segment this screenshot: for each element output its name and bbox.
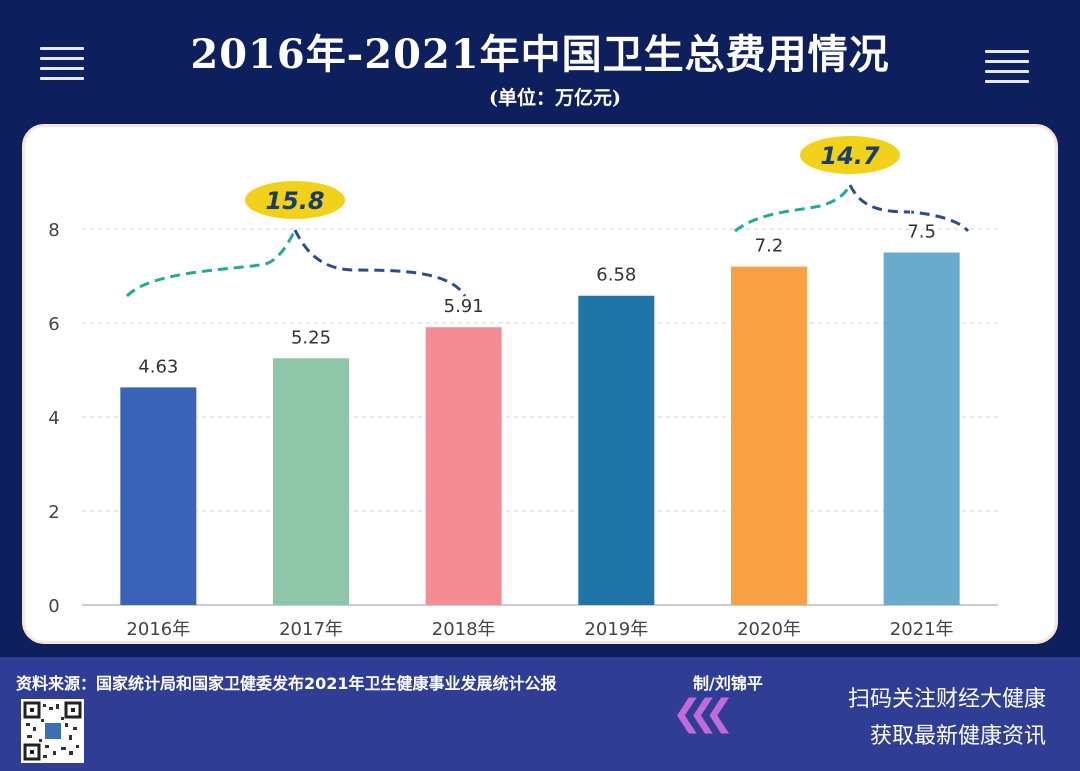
annotation-label: 14.7 [820, 142, 880, 170]
menu-line [985, 50, 1029, 53]
x-tick-label: 2020年 [737, 619, 801, 640]
bar-2021年 [883, 252, 960, 605]
source-text: 资料来源：国家统计局和国家卫健委发布2021年卫生健康事业发展统计公报 [16, 674, 557, 693]
author-text: 制/刘锦平 [693, 674, 763, 693]
y-tick-label: 8 [48, 220, 59, 241]
annotation-badge [245, 181, 345, 219]
data-label: 5.25 [291, 327, 331, 348]
y-tick-label: 6 [48, 314, 59, 335]
data-label: 5.91 [444, 296, 484, 317]
chevrons-left-icon: ❮❮❮ [672, 693, 734, 734]
qr-code-icon [21, 699, 84, 763]
unit-subtitle: (单位：万亿元) [489, 87, 621, 109]
data-label: 7.5 [907, 222, 936, 243]
y-tick-label: 2 [48, 502, 59, 523]
menu-icon-right [985, 50, 1029, 84]
brace-right-14.7 [848, 184, 970, 233]
menu-line [40, 57, 84, 60]
x-tick-label: 2019年 [584, 619, 648, 640]
bar-2016年 [120, 387, 197, 605]
y-tick-label: 0 [48, 596, 59, 617]
bar-2017年 [273, 358, 349, 605]
menu-icon-left [40, 47, 84, 81]
menu-line [40, 67, 84, 70]
bar-2019年 [578, 295, 655, 605]
brace-left-15.8 [125, 229, 297, 298]
data-label: 4.63 [138, 356, 178, 377]
bar-2020年 [731, 266, 807, 605]
bar-chart: 0 2 4 6 8 4.63 2016年 5.25 2017年 5.91 2018年 6.58 2019… [48, 136, 998, 640]
x-tick-label: 2017年 [279, 619, 343, 640]
menu-line [985, 70, 1029, 73]
x-tick-label: 2018年 [432, 619, 496, 640]
cta-line-2: 获取最新健康资讯 [869, 724, 1046, 749]
footer-band [0, 657, 1080, 771]
menu-line [40, 77, 84, 80]
data-label: 7.2 [755, 236, 784, 257]
brace-left-14.7 [734, 184, 852, 233]
menu-line [40, 47, 84, 50]
menu-line [985, 60, 1029, 63]
cta-line-1: 扫码关注财经大健康 [847, 687, 1046, 712]
bar-2018年 [425, 327, 502, 605]
page-title: 2016年-2021年中国卫生总费用情况 [190, 31, 890, 78]
annotation-badge [800, 136, 900, 174]
y-tick-label: 4 [48, 408, 59, 429]
brace-right-15.8 [293, 229, 467, 297]
x-tick-label: 2016年 [126, 619, 190, 640]
x-tick-label: 2021年 [890, 619, 954, 640]
data-label: 6.58 [596, 265, 636, 286]
menu-line [985, 80, 1029, 83]
annotation-label: 15.8 [265, 187, 324, 215]
